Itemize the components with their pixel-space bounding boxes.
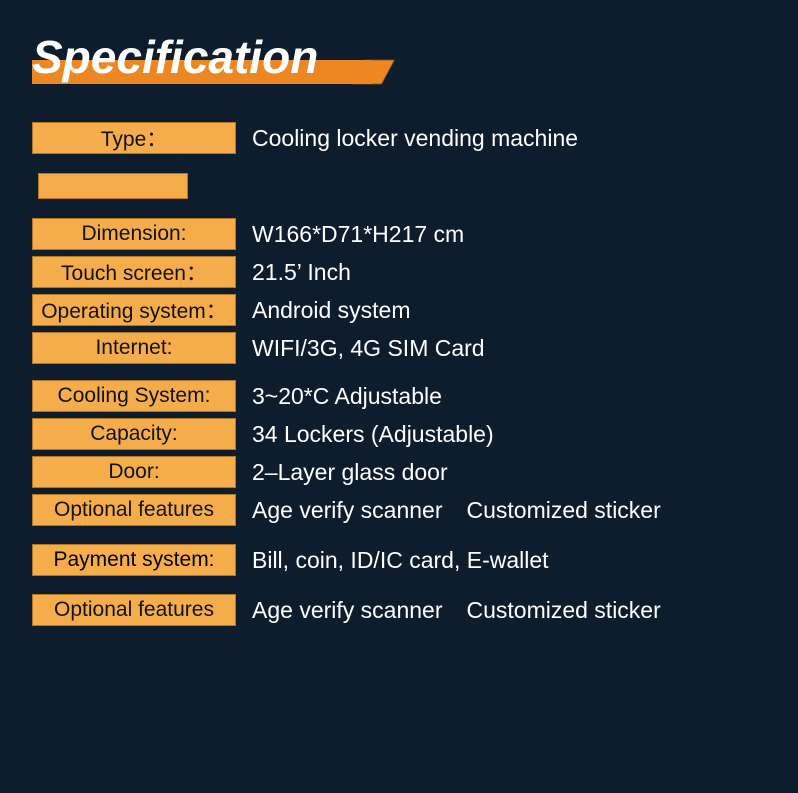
spec-row: Optional features Age verify scanner Cus… bbox=[32, 494, 766, 526]
spec-value: Age verify scanner bbox=[252, 597, 442, 624]
spec-row: Optional features Age verify scanner Cus… bbox=[32, 594, 766, 626]
spec-row bbox=[38, 170, 766, 202]
spec-label: Payment system: bbox=[32, 544, 236, 576]
spec-value: WIFI/3G, 4G SIM Card bbox=[252, 335, 485, 362]
spec-row: Cooling System: 3~20*C Adjustable bbox=[32, 380, 766, 412]
spec-value: Age verify scanner bbox=[252, 497, 442, 524]
spec-row: Type： Cooling locker vending machine bbox=[32, 122, 766, 154]
spec-row: Dimension: W166*D71*H217 cm bbox=[32, 218, 766, 250]
spec-row: Touch screen： 21.5’ Inch bbox=[32, 256, 766, 288]
spec-value: 34 Lockers (Adjustable) bbox=[252, 421, 494, 448]
spec-label: Touch screen： bbox=[32, 256, 236, 288]
spec-row: Operating system： Android system bbox=[32, 294, 766, 326]
title-block: Specification bbox=[32, 30, 766, 88]
spec-card: Specification Type： Cooling locker vendi… bbox=[0, 0, 798, 626]
spec-label: Operating system： bbox=[32, 294, 236, 326]
spec-value: 2–Layer glass door bbox=[252, 459, 448, 486]
spec-label: Optional features bbox=[32, 494, 236, 526]
spec-value-extra: Customized sticker bbox=[466, 497, 660, 524]
empty-chip bbox=[38, 173, 188, 199]
spec-label: Optional features bbox=[32, 594, 236, 626]
spec-label: Type： bbox=[32, 122, 236, 154]
spec-value: Cooling locker vending machine bbox=[252, 125, 578, 152]
spec-value: W166*D71*H217 cm bbox=[252, 221, 464, 248]
spec-row: Internet: WIFI/3G, 4G SIM Card bbox=[32, 332, 766, 364]
spec-label: Capacity: bbox=[32, 418, 236, 450]
spec-row: Door: 2–Layer glass door bbox=[32, 456, 766, 488]
page-title: Specification bbox=[32, 30, 766, 84]
spec-label: Door: bbox=[32, 456, 236, 488]
spec-value-extra: Customized sticker bbox=[466, 597, 660, 624]
spec-rows: Type： Cooling locker vending machine Dim… bbox=[32, 122, 766, 626]
spec-row: Payment system: Bill, coin, ID/IC card, … bbox=[32, 544, 766, 576]
spec-label: Dimension: bbox=[32, 218, 236, 250]
spec-value: 3~20*C Adjustable bbox=[252, 383, 442, 410]
spec-value: Android system bbox=[252, 297, 411, 324]
spec-label: Internet: bbox=[32, 332, 236, 364]
spec-value: 21.5’ Inch bbox=[252, 259, 351, 286]
spec-label: Cooling System: bbox=[32, 380, 236, 412]
spec-value: Bill, coin, ID/IC card, E-wallet bbox=[252, 547, 549, 574]
spec-row: Capacity: 34 Lockers (Adjustable) bbox=[32, 418, 766, 450]
